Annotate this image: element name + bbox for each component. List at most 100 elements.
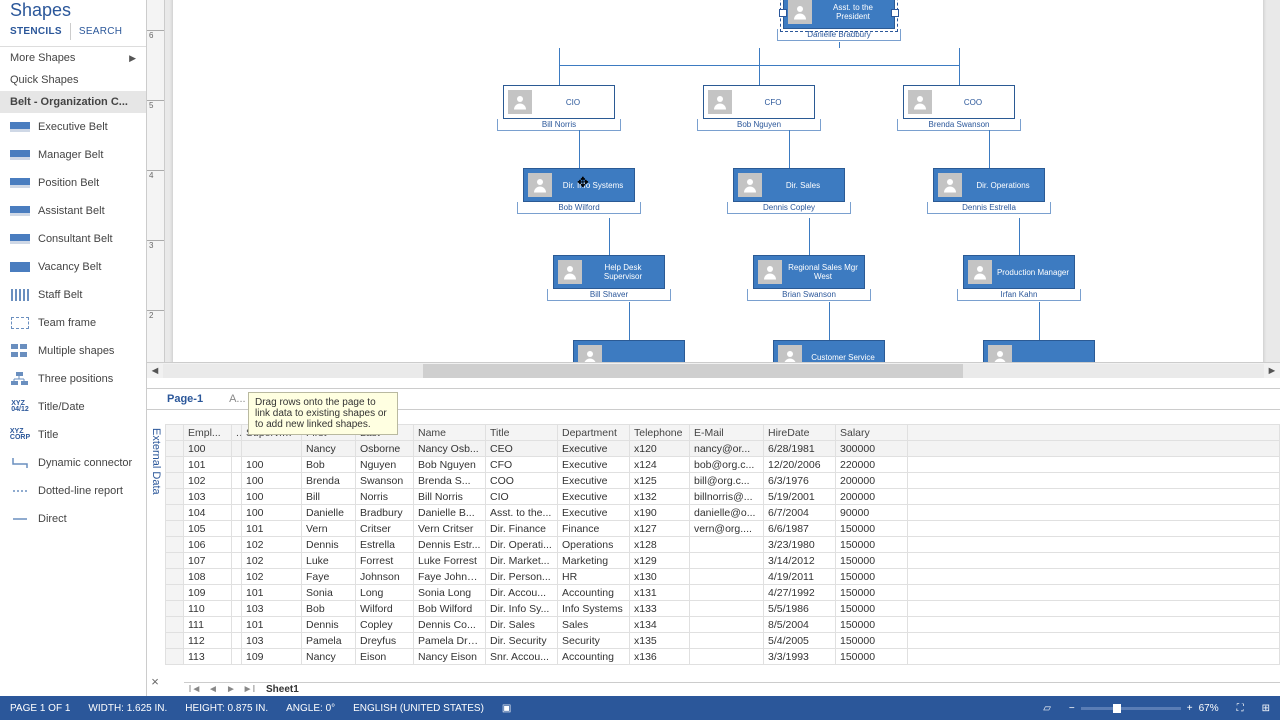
cell[interactable] [232, 601, 242, 617]
cell[interactable]: 113 [184, 649, 232, 665]
cell[interactable]: x125 [630, 473, 690, 489]
cell[interactable]: Operations [558, 537, 630, 553]
cell[interactable]: 200000 [836, 489, 908, 505]
org-node-diris[interactable]: Dir. Info SystemsBob Wilford✥ [523, 168, 635, 214]
cell[interactable]: 4/19/2011 [764, 569, 836, 585]
sheet-prev-button[interactable]: ◄ [206, 684, 220, 695]
cell[interactable]: 109 [242, 649, 302, 665]
cell[interactable]: Swanson [356, 473, 414, 489]
cell[interactable]: x132 [630, 489, 690, 505]
cell[interactable]: 4/27/1992 [764, 585, 836, 601]
cell[interactable] [232, 585, 242, 601]
cell[interactable]: x190 [630, 505, 690, 521]
org-node-asst[interactable]: Asst. to the PresidentDanielle Bradbury [783, 0, 895, 41]
table-row[interactable]: 102100BrendaSwansonBrenda S...COOExecuti… [166, 473, 1280, 489]
cell[interactable] [690, 537, 764, 553]
cell[interactable]: bill@org.c... [690, 473, 764, 489]
cell[interactable]: Executive [558, 441, 630, 457]
cell[interactable]: 12/20/2006 [764, 457, 836, 473]
col-header[interactable]: Name [414, 425, 486, 441]
cell[interactable] [690, 553, 764, 569]
cell[interactable]: 8/5/2004 [764, 617, 836, 633]
scroll-left-button[interactable]: ◄ [147, 363, 163, 379]
stencil-three-positions[interactable]: Three positions [0, 365, 146, 393]
cell[interactable]: 6/6/1987 [764, 521, 836, 537]
cell[interactable]: 100 [242, 473, 302, 489]
cell[interactable]: Executive [558, 489, 630, 505]
cell[interactable]: 112 [184, 633, 232, 649]
cell[interactable]: Accounting [558, 649, 630, 665]
cell[interactable]: Sonia Long [414, 585, 486, 601]
cell[interactable]: 101 [242, 617, 302, 633]
cell[interactable]: Bob [302, 457, 356, 473]
cell[interactable]: Pamela [302, 633, 356, 649]
scroll-thumb[interactable] [423, 364, 963, 378]
table-row[interactable]: 108102FayeJohnsonFaye Johns...Dir. Perso… [166, 569, 1280, 585]
cell[interactable] [690, 633, 764, 649]
cell[interactable] [690, 601, 764, 617]
table-row[interactable]: 110103BobWilfordBob WilfordDir. Info Sy.… [166, 601, 1280, 617]
cell[interactable]: 105 [184, 521, 232, 537]
cell[interactable]: 103 [184, 489, 232, 505]
cell[interactable] [232, 489, 242, 505]
table-row[interactable]: 106102DennisEstrellaDennis Estr...Dir. O… [166, 537, 1280, 553]
sheet-last-button[interactable]: ►I [242, 684, 256, 695]
cell[interactable]: Sonia [302, 585, 356, 601]
tab-search[interactable]: SEARCH [70, 23, 130, 40]
org-node-c3[interactable] [983, 340, 1095, 362]
cell[interactable]: Bill [302, 489, 356, 505]
cell[interactable]: Nancy Osb... [414, 441, 486, 457]
cell[interactable]: Bob [302, 601, 356, 617]
org-node-rsmw[interactable]: Regional Sales Mgr WestBrian Swanson [753, 255, 865, 301]
cell[interactable]: billnorris@... [690, 489, 764, 505]
org-node-coo[interactable]: COOBrenda Swanson [903, 85, 1015, 131]
cell[interactable]: CIO [486, 489, 558, 505]
cell[interactable]: Norris [356, 489, 414, 505]
cell[interactable]: 111 [184, 617, 232, 633]
cell[interactable]: x134 [630, 617, 690, 633]
scroll-track[interactable] [163, 364, 1264, 378]
org-node-c1[interactable] [573, 340, 685, 362]
cell[interactable]: Dreyfus [356, 633, 414, 649]
stencil-category[interactable]: Belt - Organization C... [0, 91, 146, 113]
table-row[interactable]: 109101SoniaLongSonia LongDir. Accou...Ac… [166, 585, 1280, 601]
col-header[interactable]: HireDate [764, 425, 836, 441]
stencil-executive-belt[interactable]: Executive Belt [0, 113, 146, 141]
cell[interactable]: 5/5/1986 [764, 601, 836, 617]
zoom-thumb[interactable] [1113, 704, 1121, 713]
cell[interactable]: x129 [630, 553, 690, 569]
cell[interactable]: 107 [184, 553, 232, 569]
table-row[interactable]: 112103PamelaDreyfusPamela Dre...Dir. Sec… [166, 633, 1280, 649]
cell[interactable]: 6/7/2004 [764, 505, 836, 521]
cell[interactable]: Faye Johns... [414, 569, 486, 585]
cell[interactable]: Nguyen [356, 457, 414, 473]
cell[interactable]: Copley [356, 617, 414, 633]
col-header[interactable]: Salary [836, 425, 908, 441]
cell[interactable]: 101 [184, 457, 232, 473]
cell[interactable]: bob@org.c... [690, 457, 764, 473]
stencil-title[interactable]: XYZCORPTitle [0, 421, 146, 449]
quick-shapes-row[interactable]: Quick Shapes [0, 69, 146, 91]
cell[interactable]: x131 [630, 585, 690, 601]
org-node-c2[interactable]: Customer Service [773, 340, 885, 362]
cell[interactable] [232, 553, 242, 569]
cell[interactable] [690, 569, 764, 585]
cell[interactable]: Estrella [356, 537, 414, 553]
cell[interactable]: Luke Forrest [414, 553, 486, 569]
cell[interactable]: Accounting [558, 585, 630, 601]
cell[interactable] [232, 521, 242, 537]
cell[interactable]: 108 [184, 569, 232, 585]
external-data-grid[interactable]: Empl......Supervisor...FirstLastNameTitl… [165, 424, 1280, 665]
scroll-right-button[interactable]: ► [1264, 363, 1280, 379]
cell[interactable]: 100 [242, 489, 302, 505]
cell[interactable]: 150000 [836, 553, 908, 569]
cell[interactable]: 5/4/2005 [764, 633, 836, 649]
cell[interactable]: Dennis [302, 537, 356, 553]
cell[interactable]: Sales [558, 617, 630, 633]
cell[interactable]: Vern Critser [414, 521, 486, 537]
cell[interactable]: 100 [242, 457, 302, 473]
tab-page-1[interactable]: Page-1 [161, 391, 209, 407]
cell[interactable]: Luke [302, 553, 356, 569]
cell[interactable]: Executive [558, 473, 630, 489]
cell[interactable]: Bill Norris [414, 489, 486, 505]
